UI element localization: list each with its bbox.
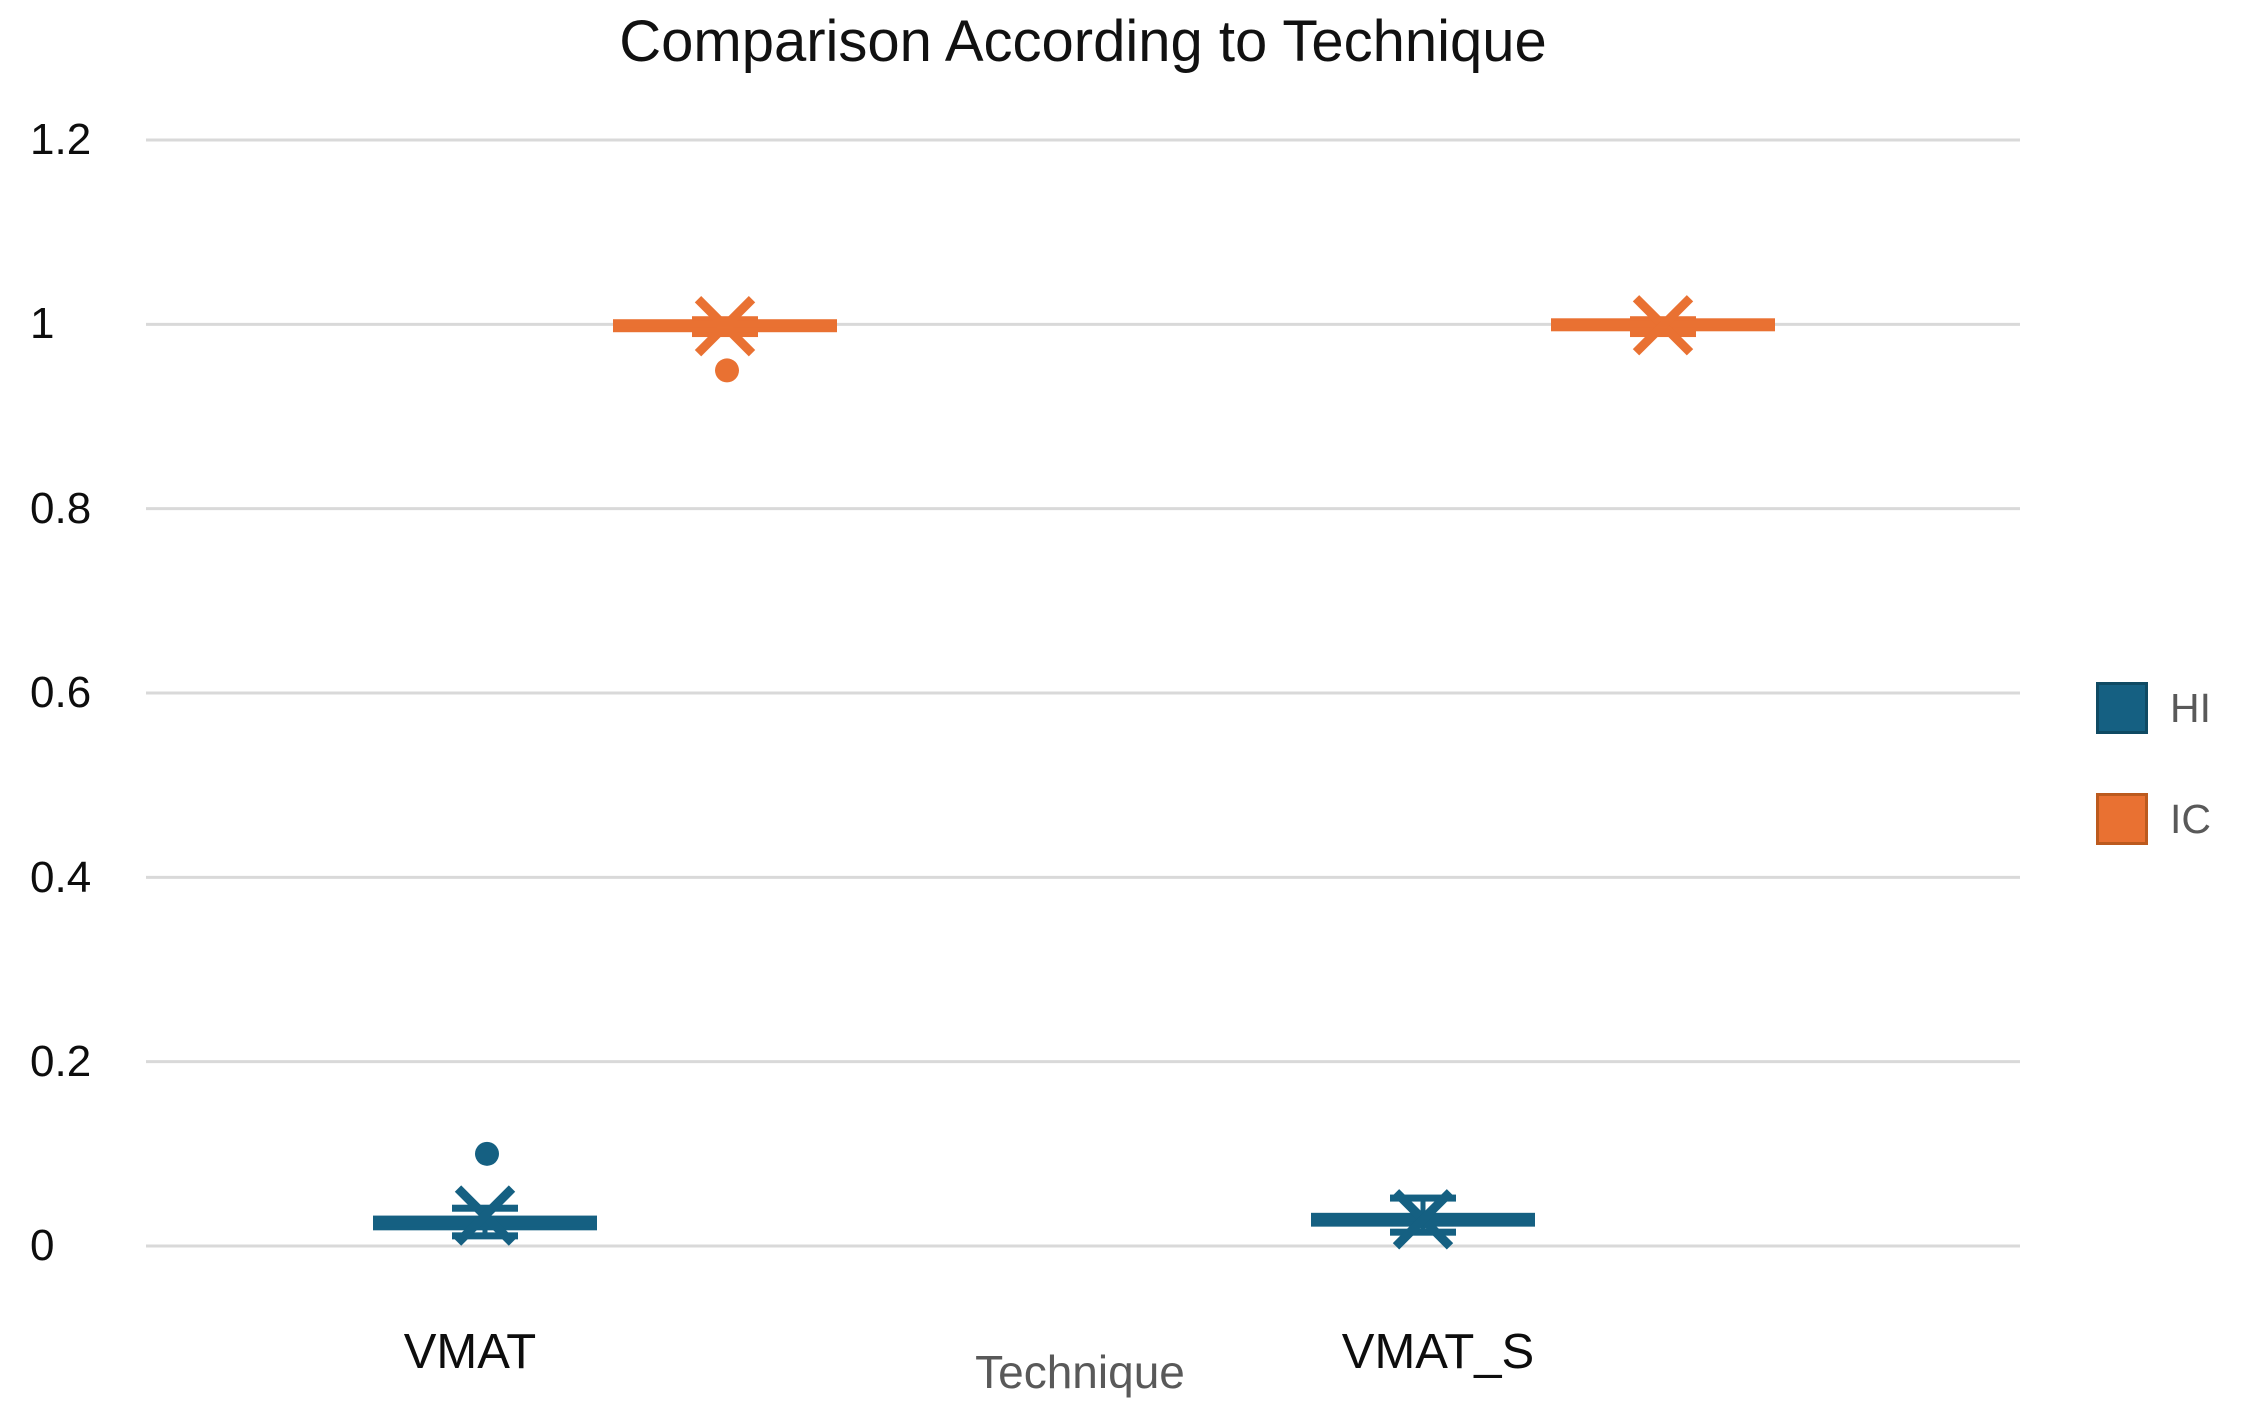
whisker-cap-bottom (1630, 330, 1696, 338)
whisker-cap-bottom (452, 1232, 518, 1240)
legend-label-hi: HI (2170, 685, 2211, 731)
chart-title: Comparison According to Technique (619, 9, 1547, 74)
outlier-point (715, 358, 739, 383)
y-axis-tick-label: 1.2 (30, 115, 92, 164)
legend-entry-hi: HI (2096, 682, 2211, 734)
whisker-cap-top (1390, 1194, 1456, 1202)
legend-entry-ic: IC (2096, 793, 2211, 845)
legend-swatch-ic (2096, 793, 2148, 845)
mean-x-marker (1392, 1189, 1454, 1250)
mean-x-marker (454, 1185, 516, 1246)
x-axis-category-label-vmat-s: VMAT_S (1341, 1325, 1535, 1379)
y-axis-tick-label: 0 (30, 1221, 55, 1270)
y-axis-tick-label: 0.8 (30, 484, 92, 533)
whisker-cap-top (452, 1204, 518, 1212)
legend-label-ic: IC (2170, 796, 2211, 842)
y-axis-tick-label: 1 (30, 299, 55, 348)
y-axis-tick-label: 0.4 (30, 853, 92, 902)
mean-x-marker (694, 295, 756, 357)
x-axis-category-label-vmat: VMAT (403, 1325, 537, 1379)
legend: HI IC (2096, 682, 2211, 845)
whisker-cap-bottom (1390, 1228, 1456, 1236)
y-axis-tick-label: 0.2 (30, 1037, 92, 1086)
mean-x-marker (1632, 295, 1694, 356)
legend-swatch-hi (2096, 682, 2148, 734)
median-line (373, 1219, 597, 1227)
y-axis-tick-label: 0.6 (30, 668, 92, 717)
outlier-point (475, 1141, 499, 1166)
whisker-cap-bottom (692, 330, 758, 338)
x-axis-title: Technique (975, 1346, 1185, 1398)
